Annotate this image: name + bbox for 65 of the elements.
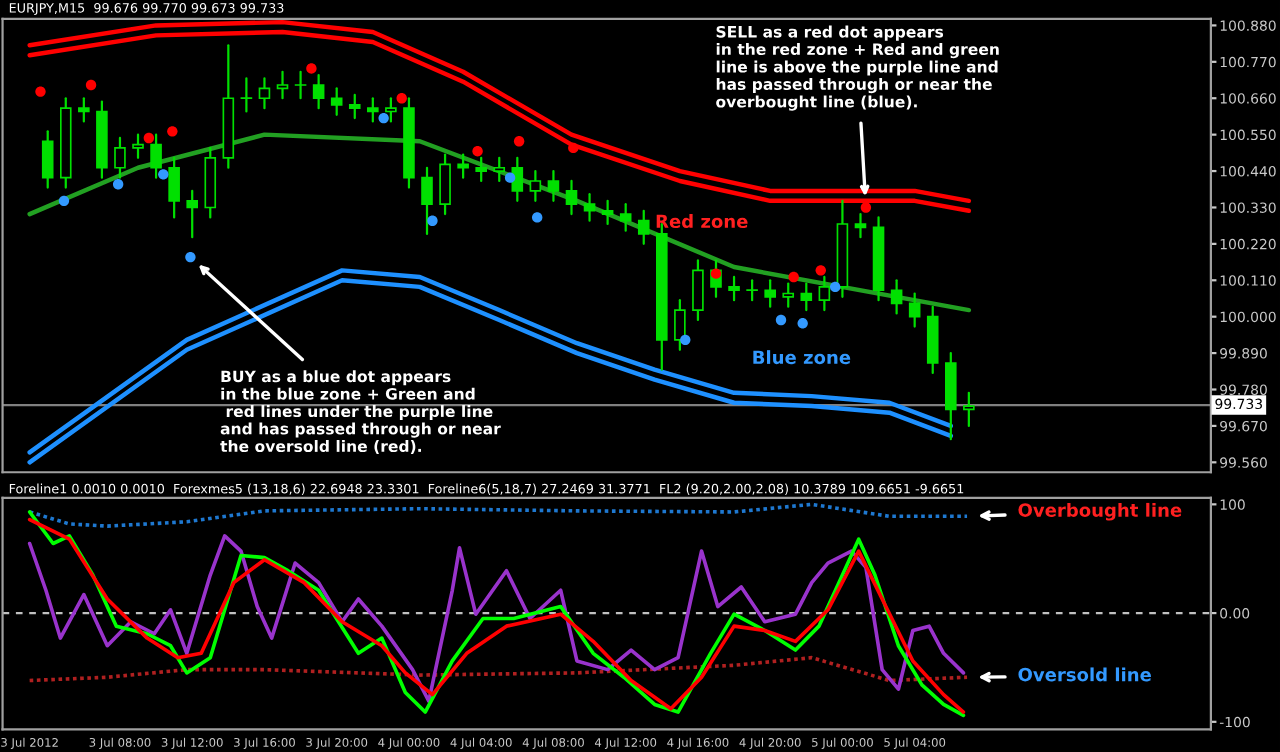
point: [185, 251, 196, 263]
candlestick: [908, 292, 921, 328]
point: [815, 265, 826, 276]
candlestick: [926, 305, 939, 375]
candlestick: [963, 391, 975, 428]
point: [775, 314, 787, 326]
candlestick: [800, 282, 813, 312]
candlestick: [186, 189, 199, 239]
point: [531, 212, 543, 223]
candlestick: [240, 77, 253, 113]
candlestick: [457, 153, 469, 179]
candlestick: [637, 209, 650, 245]
candlestick: [619, 203, 632, 232]
point: [396, 93, 407, 104]
candlestick: [330, 87, 343, 116]
candlestick: [294, 70, 307, 100]
point: [143, 132, 155, 144]
line-series: [27, 502, 969, 528]
candlestick: [890, 279, 903, 315]
candlestick: [782, 282, 795, 308]
candlestick: [583, 193, 596, 222]
candlestick: [746, 279, 758, 302]
candlestick: [276, 70, 289, 100]
point: [710, 268, 722, 279]
candlestick: [565, 179, 578, 216]
point: [860, 202, 872, 213]
candlestick: [258, 77, 271, 110]
point: [58, 195, 70, 207]
point: [830, 281, 841, 293]
candlestick: [944, 351, 957, 441]
candlestick: [78, 97, 90, 123]
point: [513, 136, 525, 147]
candlestick: [692, 259, 704, 322]
annotation: Oversold line: [1018, 667, 1151, 682]
point: [378, 112, 389, 124]
candlestick: [854, 212, 867, 239]
annotation: Blue zone: [753, 350, 851, 365]
candlestick: [475, 156, 487, 183]
point: [788, 271, 799, 283]
candlestick: [601, 199, 614, 226]
candlestick: [529, 169, 542, 202]
point: [568, 142, 579, 154]
candlestick: [312, 73, 325, 110]
point: [680, 334, 691, 346]
candlestick: [439, 153, 451, 216]
point: [504, 172, 516, 183]
point: [35, 86, 46, 97]
candlestick: [728, 275, 740, 302]
point: [472, 146, 483, 157]
line-series: [27, 655, 969, 683]
candlestick: [547, 169, 560, 202]
line-series: [27, 132, 972, 313]
point: [797, 318, 808, 329]
candlestick: [114, 136, 126, 179]
point: [85, 79, 97, 91]
point: [112, 179, 124, 190]
candlestick: [764, 279, 776, 308]
point: [167, 126, 178, 137]
annotation: Red zone: [656, 214, 748, 229]
annotation: Overbought line: [1018, 502, 1182, 521]
point: [306, 63, 317, 74]
point: [427, 215, 438, 226]
candlestick: [41, 130, 54, 189]
candlestick: [348, 93, 361, 120]
point: [158, 169, 169, 180]
